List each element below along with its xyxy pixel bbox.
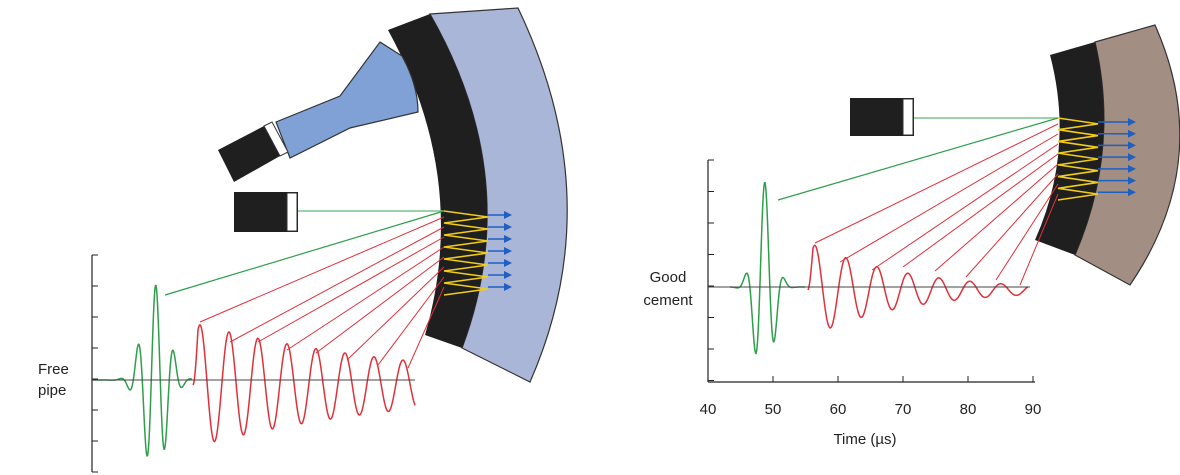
waveform (92, 286, 415, 456)
x-tick-label: 70 (895, 401, 912, 418)
x-tick-label: 50 (765, 401, 782, 418)
rays (165, 211, 444, 368)
diagram: Free pipe Good cement 40 50 60 70 80 90 Time … (0, 0, 1180, 475)
x-tick-label: 80 (960, 401, 977, 418)
ray (872, 144, 1058, 270)
direct-arrival (92, 286, 192, 456)
x-tick-label: 40 (700, 401, 717, 418)
transmitter-face (287, 193, 297, 231)
ray (165, 211, 444, 295)
rays (778, 118, 1058, 285)
x-tick-label: 90 (1025, 401, 1042, 418)
tool-head (276, 42, 418, 158)
ray (840, 134, 1058, 262)
casing-arrivals (193, 325, 415, 442)
panel-label: cement (643, 292, 693, 309)
ray (230, 227, 444, 342)
x-axis-title: Time (µs) (833, 431, 896, 448)
panel-label: Good (650, 269, 687, 286)
ray (815, 124, 1058, 243)
y-ticks (708, 160, 714, 381)
ray (935, 164, 1058, 271)
panel-label: Free (38, 361, 69, 378)
direct-arrival (730, 183, 805, 354)
x-tick-label: 60 (830, 401, 847, 418)
page: {"left_panel": {"label_lines": ["Free", … (0, 0, 1180, 475)
transmitter-face (903, 99, 913, 135)
ray (347, 267, 444, 360)
y-ticks (92, 255, 98, 472)
panel-label: pipe (38, 382, 66, 399)
left-panel: Free pipe (38, 8, 567, 472)
ray (316, 257, 444, 353)
right-panel: Good cement 40 50 60 70 80 90 Time (µs) (643, 25, 1179, 448)
